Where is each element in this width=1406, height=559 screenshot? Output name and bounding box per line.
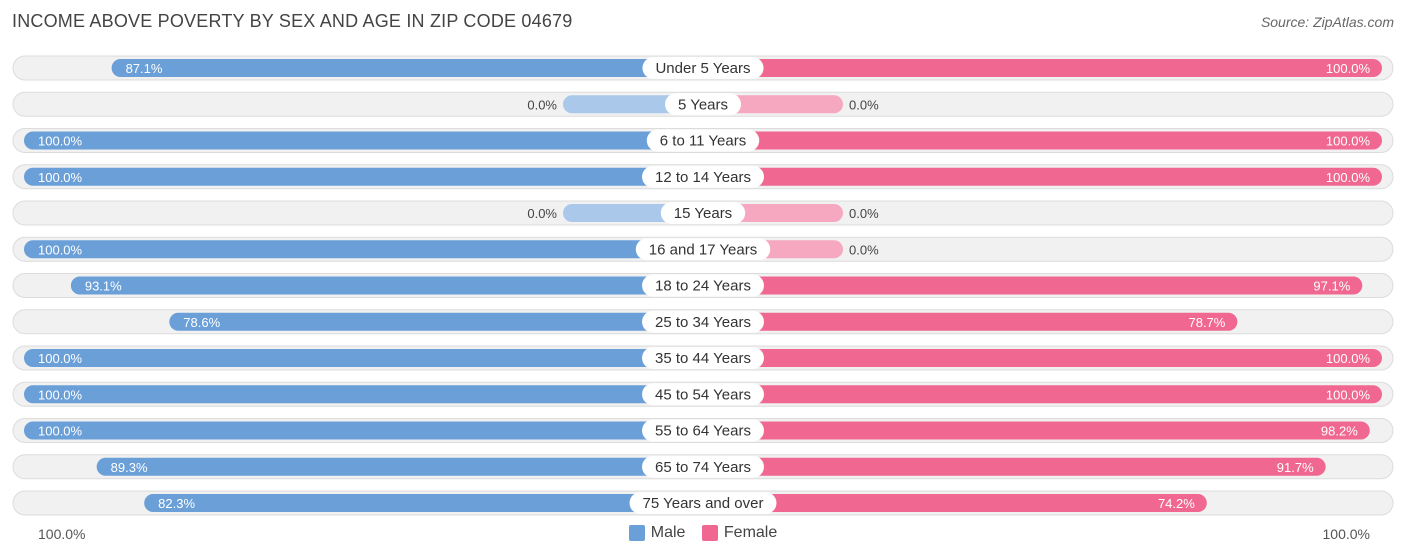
data-label-male: 100.0% <box>38 387 83 402</box>
category-label: 18 to 24 Years <box>655 278 751 295</box>
bar-male <box>144 494 704 512</box>
category-label: 6 to 11 Years <box>660 133 746 150</box>
bar-female <box>703 349 1382 367</box>
legend-swatch-male <box>628 525 645 541</box>
bar-male <box>24 167 703 186</box>
legend-swatch-female <box>701 525 718 541</box>
category-label: 25 to 34 Years <box>655 314 751 331</box>
legend-label-female: Female <box>723 524 778 541</box>
source-credit: Source: ZipAtlas.com <box>1260 14 1394 30</box>
category-pill <box>642 310 764 333</box>
category-label: 45 to 54 Years <box>655 386 751 403</box>
category-label: 5 Years <box>678 96 728 113</box>
data-label-male: 78.6% <box>183 315 220 330</box>
category-label: 55 to 64 Years <box>655 423 751 440</box>
legend: Male Female <box>0 524 1406 546</box>
bar-male <box>24 385 703 404</box>
bar-female <box>703 494 1207 512</box>
category-label: 16 and 17 Years <box>649 241 757 258</box>
data-label-female: 100.0% <box>1326 61 1371 76</box>
bar-female <box>703 59 1382 77</box>
bar-female <box>703 457 1326 476</box>
data-label-female: 91.7% <box>1277 460 1314 475</box>
bar-female <box>703 131 1382 150</box>
data-label-female: 100.0% <box>1326 351 1371 366</box>
data-label-male: 93.1% <box>85 279 122 294</box>
data-label-male: 100.0% <box>38 134 83 149</box>
axis-left-label: 100.0% <box>38 526 86 542</box>
legend-label-male: Male <box>650 524 686 541</box>
data-label-male: 89.3% <box>111 460 148 475</box>
category-pill <box>642 274 764 297</box>
bar-female <box>703 421 1370 440</box>
category-pill <box>629 492 777 514</box>
bar-male <box>24 349 703 367</box>
data-label-male: 100.0% <box>38 170 83 185</box>
bar-female <box>703 312 1238 331</box>
chart-plot: 87.1% 100.0% Under 5 Years 0.0% 0.0% 5 Years 1… <box>12 55 1394 516</box>
data-label-male: 100.0% <box>38 424 83 439</box>
bar-male <box>111 59 703 77</box>
chart-title: INCOME ABOVE POVERTY BY SEX AND AGE IN Z… <box>12 11 573 31</box>
bar-female <box>703 385 1382 404</box>
axis-right-label: 100.0% <box>1322 526 1370 542</box>
bar-female <box>703 167 1382 186</box>
category-pill <box>642 347 764 369</box>
category-pill <box>664 93 742 116</box>
category-label: 15 Years <box>674 205 732 222</box>
bar-male <box>24 240 703 259</box>
category-pill <box>635 238 771 261</box>
category-pill <box>642 419 764 442</box>
data-label-female: 78.7% <box>1188 315 1225 330</box>
category-label: 12 to 14 Years <box>655 169 751 186</box>
category-pill <box>642 455 764 478</box>
data-label-female: 0.0% <box>849 242 879 257</box>
category-label: 65 to 74 Years <box>655 459 751 476</box>
data-label-male: 0.0% <box>527 206 557 221</box>
bar-male <box>24 131 703 150</box>
data-label-female: 100.0% <box>1326 387 1371 402</box>
data-label-female: 97.1% <box>1313 279 1350 294</box>
category-pill <box>642 57 764 79</box>
data-label-male: 100.0% <box>38 351 83 366</box>
data-label-female: 100.0% <box>1326 134 1371 149</box>
bar-male <box>70 276 703 295</box>
legend-item-female: Female <box>701 524 778 542</box>
category-pill <box>642 165 764 188</box>
data-label-male: 82.3% <box>158 496 195 511</box>
bar-male <box>169 312 703 331</box>
bar-male <box>96 457 703 476</box>
data-label-male: 100.0% <box>38 242 83 257</box>
data-label-female: 100.0% <box>1326 170 1371 185</box>
category-label: 35 to 44 Years <box>655 350 751 367</box>
data-label-male: 0.0% <box>527 97 557 112</box>
category-label: Under 5 Years <box>655 60 750 77</box>
category-label: 75 Years and over <box>643 495 764 512</box>
category-pill <box>642 383 764 406</box>
data-label-female: 0.0% <box>849 206 879 221</box>
legend-item-male: Male <box>628 524 686 542</box>
data-label-female: 98.2% <box>1321 424 1358 439</box>
bar-male <box>24 421 703 440</box>
data-label-male: 87.1% <box>126 61 163 76</box>
category-pill <box>660 202 746 224</box>
data-label-female: 74.2% <box>1158 496 1195 511</box>
category-pill <box>646 129 760 152</box>
data-label-female: 0.0% <box>849 97 879 112</box>
bar-female <box>703 276 1363 295</box>
